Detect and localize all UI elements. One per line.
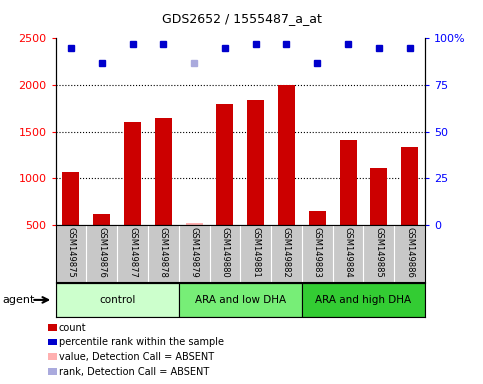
Text: GSM149875: GSM149875 (67, 227, 75, 278)
Text: GDS2652 / 1555487_a_at: GDS2652 / 1555487_a_at (161, 12, 322, 25)
Bar (124, 122, 141, 225)
Text: ARA and high DHA: ARA and high DHA (315, 295, 412, 305)
Bar (179, 283, 302, 317)
Bar (93, 214, 110, 225)
Text: GSM149884: GSM149884 (343, 227, 353, 278)
Bar (278, 85, 295, 225)
Bar (302, 283, 425, 317)
Bar (309, 211, 326, 225)
Text: GSM149879: GSM149879 (190, 227, 199, 278)
Text: count: count (59, 323, 86, 333)
Text: value, Detection Call = ABSENT: value, Detection Call = ABSENT (59, 352, 214, 362)
Text: percentile rank within the sample: percentile rank within the sample (59, 338, 224, 348)
Bar (340, 140, 356, 225)
Bar (155, 118, 172, 225)
Bar (216, 104, 233, 225)
Text: GSM149881: GSM149881 (251, 227, 260, 278)
Text: GSM149882: GSM149882 (282, 227, 291, 278)
Bar (62, 172, 79, 225)
Text: GSM149886: GSM149886 (405, 227, 414, 278)
Text: GSM149885: GSM149885 (374, 227, 384, 278)
Text: GSM149876: GSM149876 (97, 227, 106, 278)
Text: agent: agent (2, 295, 35, 305)
Text: GSM149877: GSM149877 (128, 227, 137, 278)
Text: control: control (99, 295, 135, 305)
Bar (56, 283, 179, 317)
Bar (185, 223, 202, 225)
Text: ARA and low DHA: ARA and low DHA (195, 295, 286, 305)
Text: rank, Detection Call = ABSENT: rank, Detection Call = ABSENT (59, 367, 209, 377)
Bar (247, 100, 264, 225)
Text: GSM149880: GSM149880 (220, 227, 229, 278)
Text: GSM149878: GSM149878 (159, 227, 168, 278)
Text: GSM149883: GSM149883 (313, 227, 322, 278)
Bar (401, 147, 418, 225)
Bar (370, 168, 387, 225)
